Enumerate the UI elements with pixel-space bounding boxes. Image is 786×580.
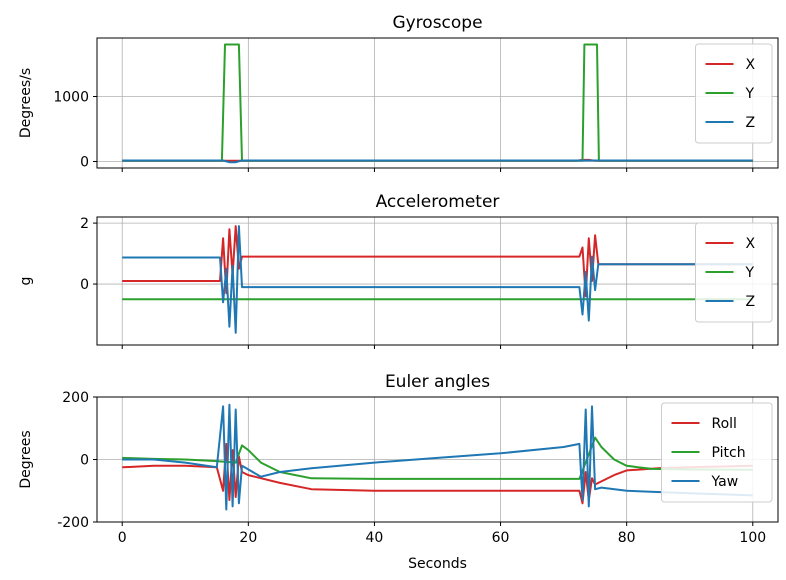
legend: XYZ <box>695 222 773 323</box>
y-axis-label: g <box>18 277 34 286</box>
x-tick-label: 60 <box>492 530 510 546</box>
series-line-yaw <box>122 403 753 511</box>
legend-label: Pitch <box>712 445 746 461</box>
x-tick-label: 40 <box>366 530 384 546</box>
subplot-1: 0 2 Accelerometer g XYZ <box>18 192 779 349</box>
legend-box <box>661 402 773 503</box>
subplot-2: 0 20 40 60 80 100 -200 0 200 Euler angles Degrees S… <box>18 372 779 572</box>
legend-label: Y <box>745 265 755 281</box>
legend-box <box>695 222 773 323</box>
y-tick-label: -200 <box>57 515 89 531</box>
series-line-z <box>122 225 753 334</box>
subplot-title: Accelerometer <box>376 192 500 212</box>
legend-label: Roll <box>712 416 737 432</box>
y-axis-label: Degrees <box>18 430 34 488</box>
x-tick-label: 100 <box>739 530 766 546</box>
y-tick-label: 1000 <box>53 90 89 106</box>
series-line-y <box>122 43 753 162</box>
legend-label: Yaw <box>711 474 739 490</box>
series-line-roll <box>122 442 753 505</box>
subplot-0: 0 1000 Gyroscope Degrees/s XYZ <box>18 13 779 172</box>
subplot-title: Gyroscope <box>392 13 482 33</box>
x-axis-label: Seconds <box>408 556 467 572</box>
legend: XYZ <box>695 43 773 144</box>
axes-frame <box>96 37 779 169</box>
legend-label: Z <box>746 115 756 131</box>
y-tick-label: 2 <box>80 216 89 232</box>
axes-frame <box>96 216 779 346</box>
x-tick-label: 80 <box>618 530 636 546</box>
subplot-title: Euler angles <box>385 372 490 392</box>
legend: Roll Pitch Yaw <box>661 402 773 503</box>
legend-label: X <box>746 57 756 73</box>
legend-label: X <box>746 236 756 252</box>
y-tick-label: 0 <box>80 277 89 293</box>
legend-label: Y <box>745 86 755 102</box>
y-tick-label: 0 <box>80 155 89 171</box>
series-line-x <box>122 225 753 298</box>
legend-label: Z <box>746 294 756 310</box>
x-tick-label: 0 <box>118 530 127 546</box>
y-tick-label: 0 <box>80 453 89 469</box>
legend-box <box>695 43 773 144</box>
y-axis-label: Degrees/s <box>18 68 34 138</box>
series-line-z <box>122 159 753 164</box>
x-tick-label: 20 <box>239 530 257 546</box>
y-tick-label: 200 <box>62 390 89 406</box>
